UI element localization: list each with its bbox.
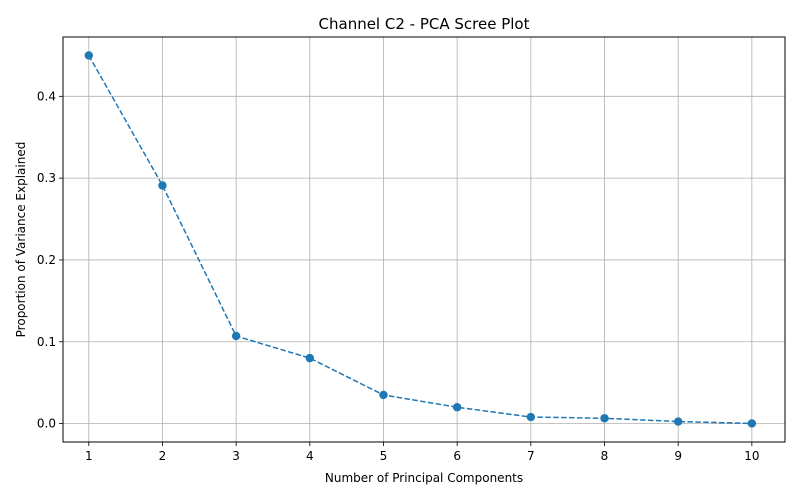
data-point [379, 390, 388, 400]
data-point [600, 414, 609, 423]
x-tick-label: 7 [527, 449, 535, 463]
data-point [526, 412, 536, 422]
data-point [158, 181, 167, 190]
y-tick-label: 0.3 [37, 171, 56, 185]
x-tick-label: 8 [601, 449, 609, 463]
x-tick-label: 1 [85, 449, 93, 463]
y-axis-ticks: 0.0 0.1 0.2 0.3 0.4 [37, 89, 63, 431]
x-tick-label: 4 [306, 449, 314, 463]
y-axis-label: Proportion of Variance Explained [14, 142, 28, 338]
x-tick-label: 3 [232, 449, 240, 463]
plot-frame [62, 36, 786, 443]
y-tick-label: 0.0 [37, 417, 56, 431]
x-tick-label: 2 [159, 449, 167, 463]
x-tick-label: 6 [453, 449, 461, 463]
data-point [231, 331, 241, 341]
data-point [305, 353, 315, 363]
data-point [84, 51, 93, 60]
x-axis-ticks: 1 2 3 4 5 6 7 8 9 10 [85, 442, 759, 463]
x-tick-label: 9 [674, 449, 682, 463]
series-line [88, 55, 752, 425]
variance-series [84, 51, 757, 428]
data-point [673, 417, 683, 426]
data-point [452, 403, 462, 412]
x-tick-label: 5 [380, 449, 388, 463]
grid-lines [63, 37, 785, 442]
y-tick-label: 0.2 [37, 253, 56, 267]
data-point [747, 419, 757, 428]
y-tick-label: 0.4 [37, 89, 56, 103]
x-tick-label: 10 [744, 449, 759, 463]
y-tick-label: 0.1 [37, 335, 56, 349]
chart-title: Channel C2 - PCA Scree Plot [319, 15, 530, 33]
x-axis-label: Number of Principal Components [325, 471, 523, 485]
